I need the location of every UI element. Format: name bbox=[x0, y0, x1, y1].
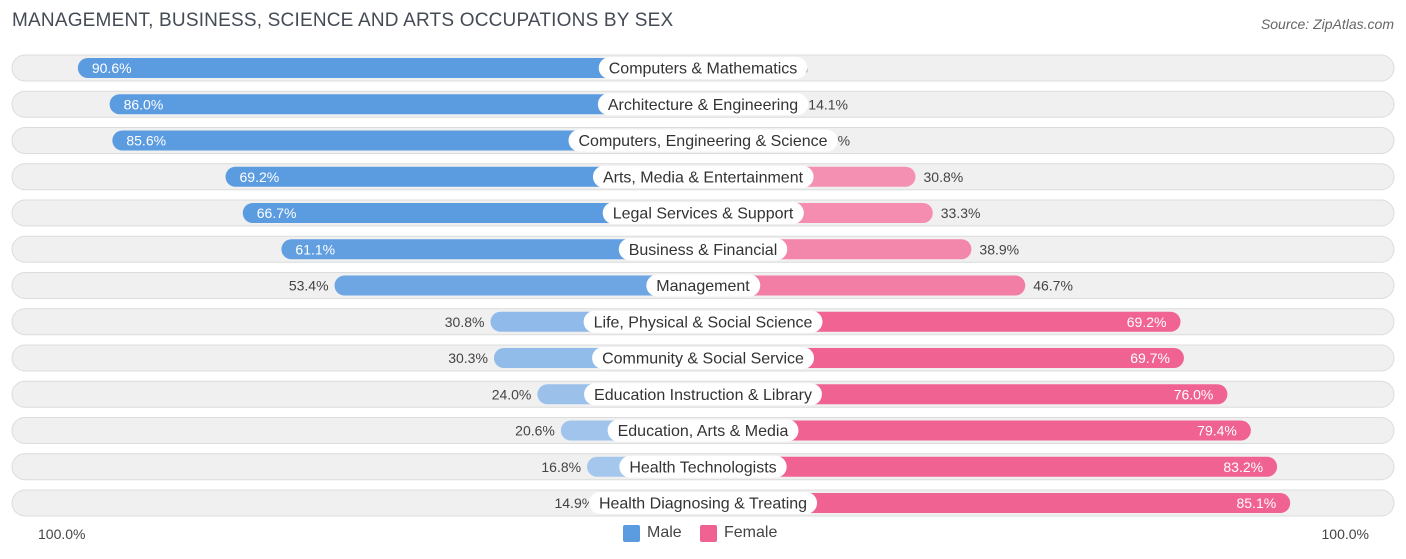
category-label: Management bbox=[656, 278, 750, 295]
category-pill bbox=[583, 310, 823, 333]
category-pill bbox=[584, 383, 822, 406]
category-label: Arts, Media & Entertainment bbox=[603, 169, 804, 186]
male-value-label: 86.0% bbox=[124, 96, 164, 112]
male-value-label: 85.6% bbox=[126, 133, 166, 149]
legend-female-swatch bbox=[700, 524, 717, 542]
legend-male-label: Male bbox=[647, 524, 682, 541]
category-pill bbox=[588, 492, 818, 514]
male-value-label: 53.4% bbox=[289, 278, 329, 294]
male-value-label: 61.1% bbox=[295, 241, 335, 257]
category-label: Computers, Engineering & Science bbox=[578, 133, 827, 150]
male-bar bbox=[242, 203, 703, 223]
legend-male: Male bbox=[623, 524, 682, 542]
source-note: Source: ZipAtlas.com bbox=[1260, 16, 1394, 32]
female-value-label: 46.7% bbox=[1033, 278, 1073, 294]
male-bar bbox=[334, 275, 703, 296]
category-pill bbox=[607, 419, 799, 442]
male-value-label: 14.9% bbox=[554, 495, 594, 511]
female-value-label: 38.9% bbox=[979, 241, 1019, 257]
category-pill bbox=[618, 238, 788, 261]
category-pill bbox=[646, 274, 761, 297]
male-value-label: 90.6% bbox=[92, 60, 132, 76]
category-pill bbox=[597, 93, 809, 116]
male-bar bbox=[281, 239, 703, 260]
chart-title: MANAGEMENT, BUSINESS, SCIENCE AND ARTS O… bbox=[12, 10, 674, 31]
axis-left-label: 100.0% bbox=[38, 526, 86, 542]
category-pill bbox=[568, 129, 838, 152]
female-bar bbox=[703, 456, 1278, 477]
male-value-label: 20.6% bbox=[515, 423, 555, 439]
legend: Male Female bbox=[0, 524, 1406, 544]
female-bar bbox=[703, 311, 1181, 332]
female-value-label: 76.0% bbox=[1174, 386, 1214, 402]
category-label: Education, Arts & Media bbox=[618, 423, 789, 440]
male-value-label: 30.8% bbox=[445, 314, 485, 330]
male-value-label: 66.7% bbox=[257, 205, 297, 221]
female-value-label: 79.4% bbox=[1197, 423, 1237, 439]
category-label: Architecture & Engineering bbox=[608, 97, 798, 114]
category-label: Community & Social Service bbox=[602, 351, 804, 368]
female-bar bbox=[703, 384, 1228, 405]
female-bar bbox=[703, 348, 1184, 368]
category-pill bbox=[592, 165, 814, 188]
male-bar bbox=[112, 130, 704, 151]
female-value-label: 83.2% bbox=[1223, 459, 1263, 475]
female-value-label: 30.8% bbox=[924, 169, 964, 185]
category-label: Life, Physical & Social Science bbox=[594, 314, 813, 331]
male-value-label: 69.2% bbox=[240, 169, 280, 185]
category-pill bbox=[592, 347, 815, 369]
category-pill bbox=[602, 202, 804, 224]
diverging-bar-chart: 90.6%9.4%Computers & Mathematics86.0%14.… bbox=[11, 54, 1395, 517]
category-label: Computers & Mathematics bbox=[609, 61, 798, 78]
category-label: Legal Services & Support bbox=[613, 206, 794, 223]
female-value-label: 69.2% bbox=[1127, 314, 1167, 330]
male-value-label: 16.8% bbox=[541, 459, 581, 475]
female-bar bbox=[703, 275, 1026, 296]
category-label: Health Technologists bbox=[629, 459, 776, 476]
legend-male-swatch bbox=[623, 524, 640, 542]
male-bar bbox=[109, 94, 704, 115]
legend-female-label: Female bbox=[724, 524, 778, 541]
category-pill bbox=[598, 57, 808, 79]
female-value-label: 14.1% bbox=[808, 96, 848, 112]
category-pill bbox=[619, 455, 787, 478]
female-value-label: 85.1% bbox=[1236, 495, 1276, 511]
male-value-label: 30.3% bbox=[448, 350, 488, 366]
male-bar bbox=[225, 166, 703, 187]
female-value-label: 33.3% bbox=[941, 205, 981, 221]
category-label: Education Instruction & Library bbox=[594, 387, 812, 404]
male-value-label: 24.0% bbox=[492, 386, 532, 402]
female-bar bbox=[703, 420, 1251, 441]
male-bar bbox=[77, 58, 704, 78]
category-label: Business & Financial bbox=[629, 242, 778, 259]
female-value-label: 69.7% bbox=[1130, 350, 1170, 366]
legend-female: Female bbox=[700, 524, 777, 542]
category-label: Health Diagnosing & Treating bbox=[599, 496, 807, 513]
female-bar bbox=[703, 493, 1291, 513]
axis-right-label: 100.0% bbox=[1321, 526, 1369, 542]
